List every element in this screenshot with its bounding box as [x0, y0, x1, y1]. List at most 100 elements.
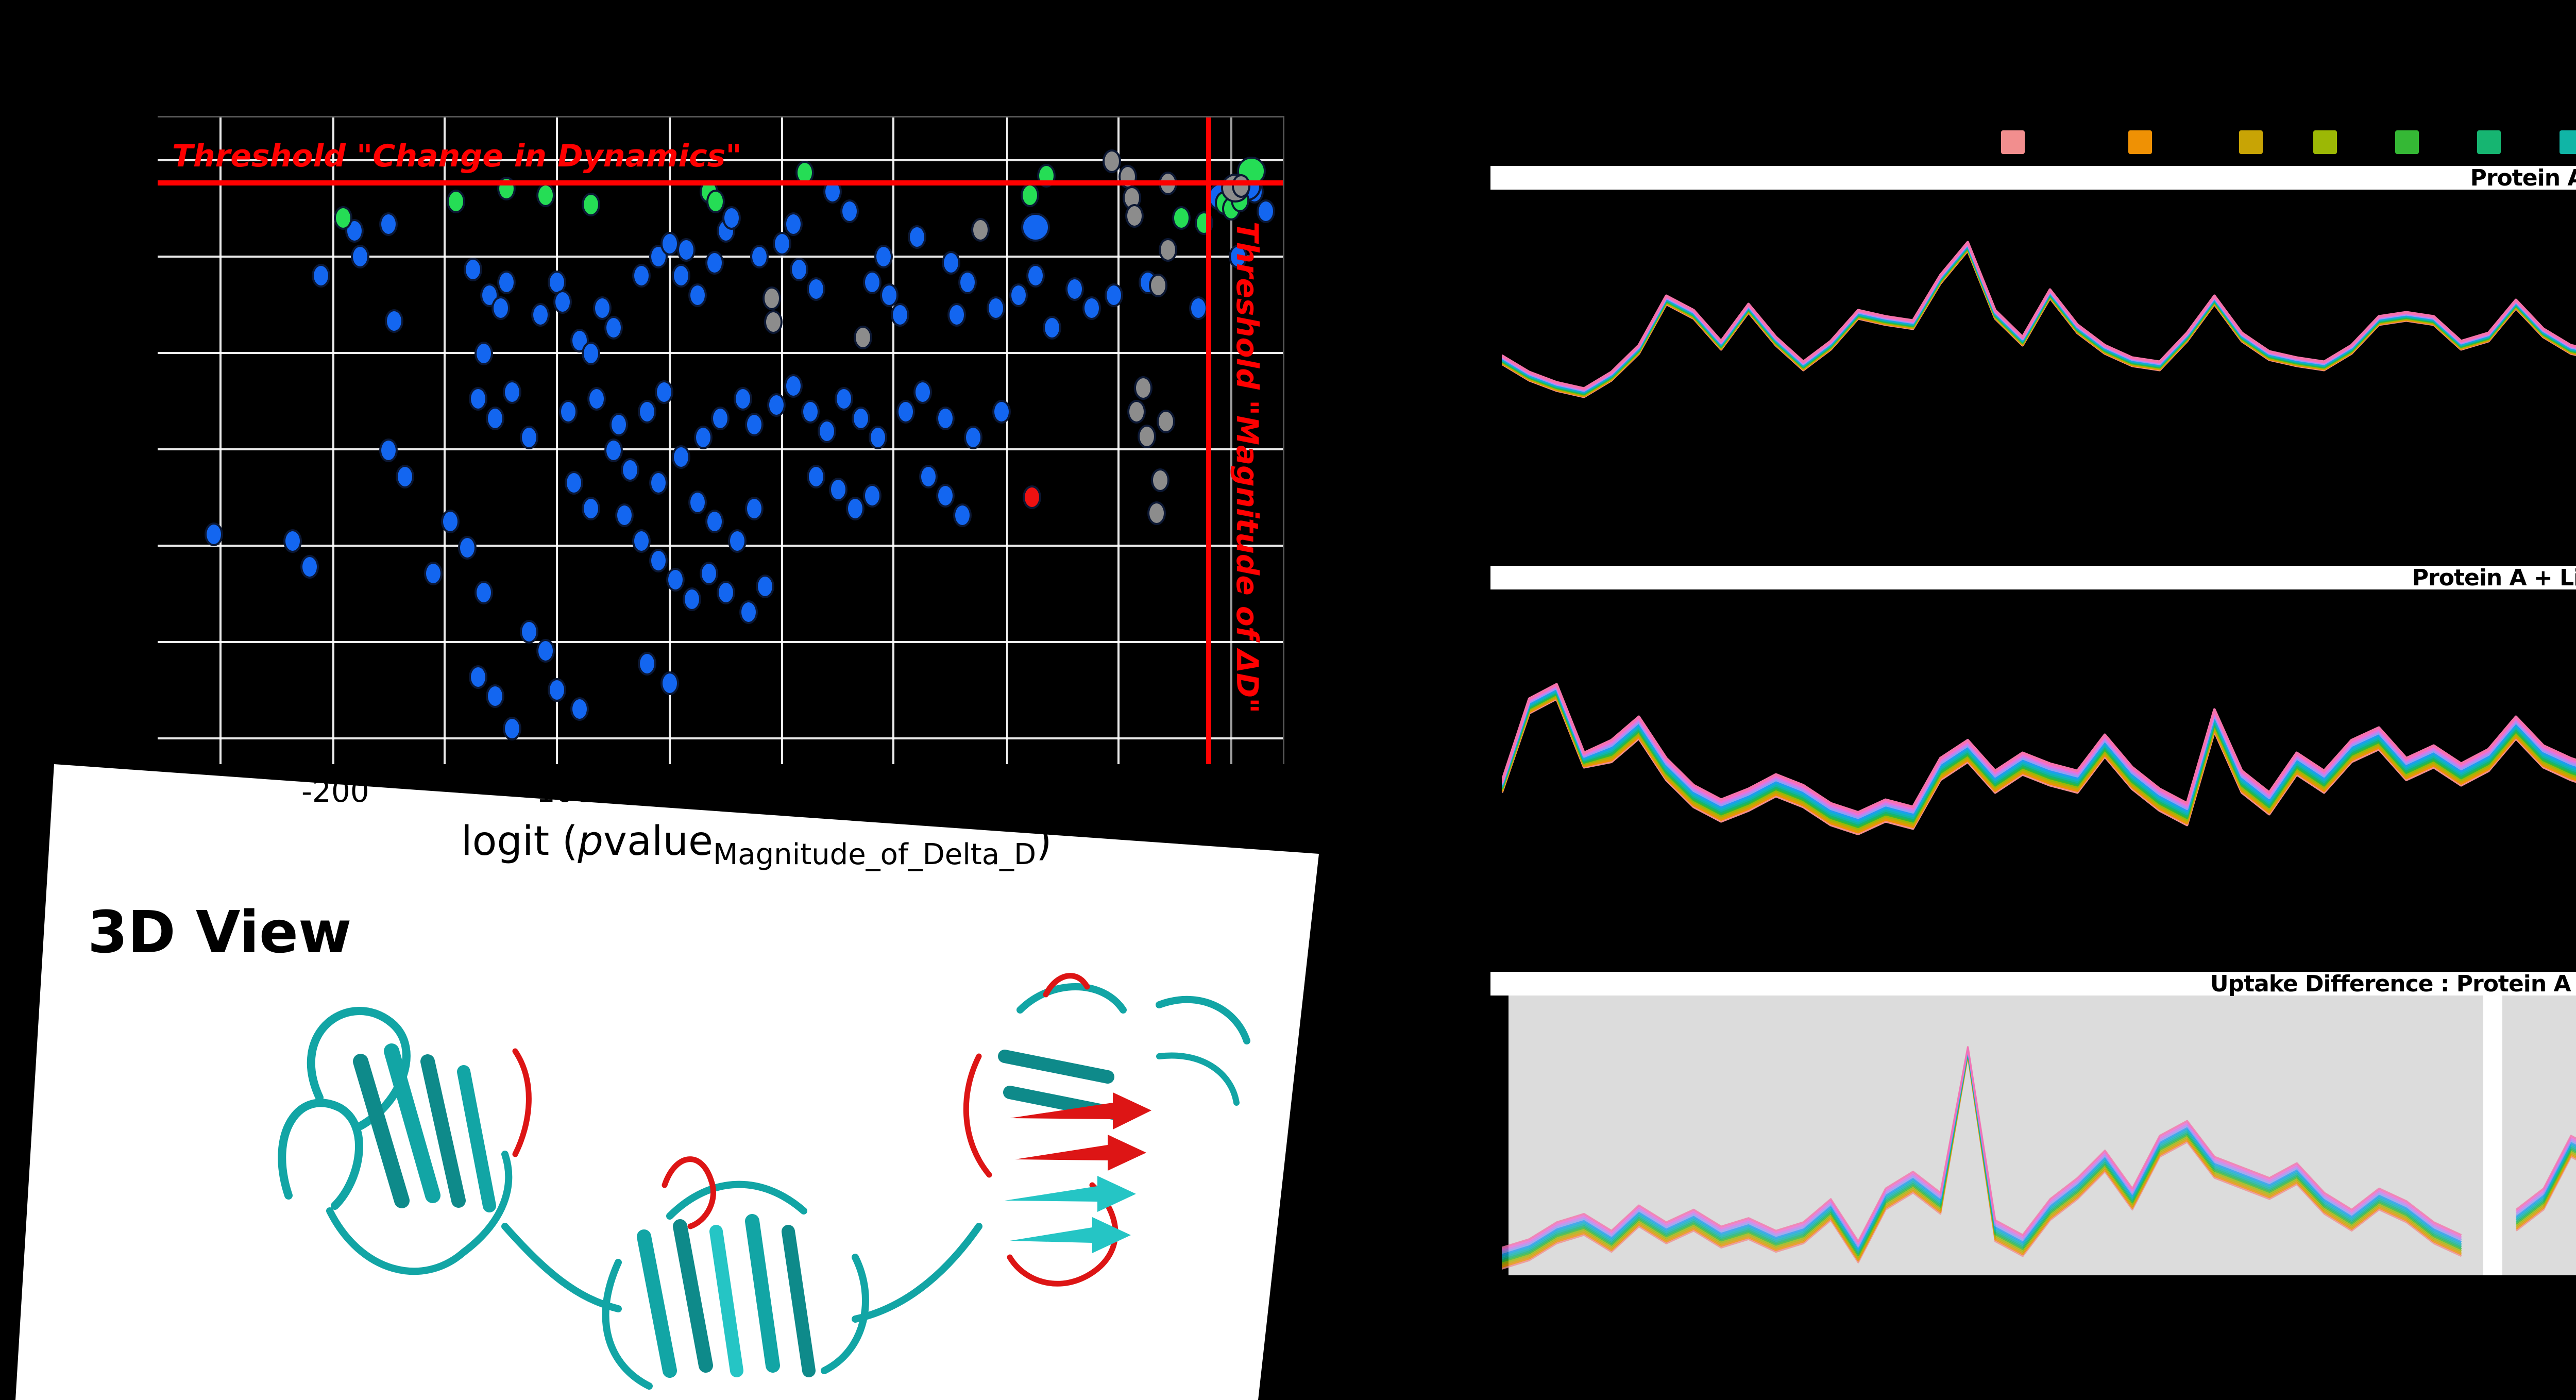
scatter-point-no-significant-change[interactable]: [784, 212, 803, 237]
legend-swatch-timepoint-3[interactable]: [2239, 130, 2263, 154]
scatter-point-no-significant-change[interactable]: [311, 264, 330, 288]
legend-swatch-timepoint-7[interactable]: [2560, 130, 2576, 154]
scatter-point-no-significant-change[interactable]: [581, 497, 600, 521]
scatter-point-significant-change-in-dynamics[interactable]: [1172, 206, 1191, 230]
scatter-point-no-significant-change[interactable]: [502, 380, 521, 404]
scatter-point-no-significant-change[interactable]: [621, 458, 640, 482]
scatter-point-no-significant-change[interactable]: [818, 419, 837, 443]
scatter-point-no-significant-change[interactable]: [694, 426, 713, 450]
scatter-point-no-significant-change[interactable]: [486, 684, 505, 709]
scatter-point-no-significant-change[interactable]: [896, 400, 916, 424]
scatter-point-no-significant-change[interactable]: [840, 199, 859, 223]
scatter-point-excluded-no-coverage[interactable]: [1147, 501, 1166, 526]
scatter-point-no-significant-change[interactable]: [570, 697, 589, 721]
scatter-point-no-significant-change[interactable]: [396, 464, 415, 488]
scatter-point-no-significant-change[interactable]: [733, 386, 752, 411]
scatter-point-excluded-no-coverage[interactable]: [1134, 376, 1153, 400]
scatter-point-no-significant-change[interactable]: [705, 251, 724, 275]
legend-swatch-timepoint-2[interactable]: [2128, 130, 2152, 154]
scatter-point-no-significant-change[interactable]: [660, 231, 679, 256]
scatter-point-no-significant-change[interactable]: [632, 529, 651, 553]
scatter-point-no-significant-change[interactable]: [565, 471, 584, 495]
scatter-point-excluded-no-coverage[interactable]: [1125, 204, 1144, 228]
scatter-point-no-significant-change[interactable]: [604, 438, 623, 463]
scatter-point-no-significant-change[interactable]: [727, 529, 747, 553]
scatter-point-no-significant-change[interactable]: [615, 503, 634, 527]
scatter-point-no-significant-change[interactable]: [1189, 296, 1208, 321]
scatter-point-no-significant-change[interactable]: [801, 400, 820, 424]
uptake-difference-chart[interactable]: [1502, 996, 2576, 1275]
scatter-point-no-significant-change[interactable]: [767, 393, 786, 417]
scatter-point-no-significant-change[interactable]: [1082, 296, 1101, 321]
scatter-point-no-significant-change[interactable]: [638, 400, 657, 424]
scatter-point-no-significant-change[interactable]: [424, 561, 443, 585]
scatter-point-no-significant-change[interactable]: [688, 283, 707, 308]
scatter-point-significant-change-in-dynamics[interactable]: [706, 190, 725, 214]
scatter-point-no-significant-change[interactable]: [660, 671, 679, 696]
scatter-point-no-significant-change[interactable]: [1105, 283, 1124, 308]
scatter-point-no-significant-change[interactable]: [947, 302, 966, 327]
scatter-point-excluded-no-coverage[interactable]: [762, 286, 782, 311]
scatter-point-no-significant-change[interactable]: [548, 678, 567, 702]
scatter-point-excluded-no-coverage[interactable]: [1137, 424, 1156, 448]
scatter-point-no-significant-change[interactable]: [868, 426, 887, 450]
scatter-point-no-significant-change[interactable]: [592, 296, 612, 321]
scatter-point-no-significant-change[interactable]: [553, 290, 572, 314]
scatter-point-no-significant-change[interactable]: [649, 244, 668, 268]
volcano-plot[interactable]: Threshold "Change in Dynamics": [158, 116, 1284, 764]
scatter-point-excluded-no-coverage[interactable]: [1232, 174, 1251, 198]
scatter-point-no-significant-change[interactable]: [936, 484, 955, 508]
scatter-point-excluded-no-coverage[interactable]: [1159, 238, 1178, 262]
scatter-point-significant-change-in-dynamics[interactable]: [581, 193, 600, 217]
scatter-point-excluded-no-coverage[interactable]: [971, 218, 990, 242]
scatter-point-no-significant-change[interactable]: [919, 464, 938, 488]
scatter-point-no-significant-change[interactable]: [688, 490, 707, 514]
scatter-point-no-significant-change[interactable]: [744, 413, 764, 437]
scatter-point-no-significant-change[interactable]: [711, 406, 730, 430]
scatter-point-no-significant-change[interactable]: [654, 380, 673, 404]
scatter-point-significant-change-in-dynamics[interactable]: [1020, 183, 1039, 207]
scatter-point-no-significant-change[interactable]: [1257, 199, 1276, 223]
scatter-point-no-significant-change[interactable]: [683, 587, 702, 611]
scatter-point-no-significant-change[interactable]: [638, 652, 657, 676]
scatter-point-no-significant-change[interactable]: [384, 309, 403, 333]
scatter-point-no-significant-change[interactable]: [379, 212, 398, 237]
scatter-point-significant-change-in-dynamics[interactable]: [536, 183, 555, 207]
scatter-point-no-significant-change[interactable]: [351, 244, 370, 268]
scatter-point-no-significant-change[interactable]: [519, 619, 538, 644]
scatter-point-no-significant-change[interactable]: [879, 283, 899, 308]
scatter-point-no-significant-change[interactable]: [908, 225, 927, 249]
scatter-point-no-significant-change[interactable]: [205, 522, 224, 547]
scatter-point-no-significant-change[interactable]: [581, 342, 600, 366]
scatter-point-no-significant-change[interactable]: [1021, 213, 1050, 242]
scatter-point-no-significant-change[interactable]: [862, 271, 882, 295]
scatter-point-no-significant-change[interactable]: [739, 600, 758, 625]
scatter-point-excluded-no-coverage[interactable]: [764, 310, 783, 334]
scatter-point-no-significant-change[interactable]: [379, 438, 398, 463]
scatter-point-excluded-no-coverage[interactable]: [1148, 274, 1167, 298]
scatter-point-no-significant-change[interactable]: [852, 406, 870, 430]
scatter-point-no-significant-change[interactable]: [283, 529, 302, 553]
scatter-point-excluded-no-coverage[interactable]: [1127, 400, 1146, 424]
scatter-point-no-significant-change[interactable]: [756, 574, 775, 598]
scatter-point-no-significant-change[interactable]: [789, 257, 808, 281]
scatter-point-no-significant-change[interactable]: [474, 581, 494, 605]
uptake-chart-protein-a[interactable]: [1502, 196, 2576, 484]
scatter-point-no-significant-change[interactable]: [891, 302, 910, 327]
scatter-point-no-significant-change[interactable]: [913, 380, 933, 404]
protein-ribbon[interactable]: [278, 973, 1250, 1390]
scatter-point-no-significant-change[interactable]: [700, 561, 719, 585]
scatter-point-no-significant-change[interactable]: [463, 257, 482, 281]
scatter-point-selected-peptide[interactable]: [1022, 485, 1041, 509]
scatter-point-no-significant-change[interactable]: [457, 535, 477, 560]
scatter-point-no-significant-change[interactable]: [992, 400, 1011, 424]
scatter-point-no-significant-change[interactable]: [829, 477, 848, 501]
scatter-point-no-significant-change[interactable]: [474, 342, 494, 366]
scatter-point-no-significant-change[interactable]: [1009, 283, 1028, 308]
scatter-point-significant-change-in-dynamics[interactable]: [497, 177, 516, 201]
scatter-point-no-significant-change[interactable]: [531, 302, 550, 327]
scatter-point-no-significant-change[interactable]: [722, 206, 741, 230]
scatter-point-no-significant-change[interactable]: [862, 484, 882, 508]
scatter-point-no-significant-change[interactable]: [987, 296, 1006, 321]
legend-swatch-timepoint-1[interactable]: [2001, 130, 2025, 154]
